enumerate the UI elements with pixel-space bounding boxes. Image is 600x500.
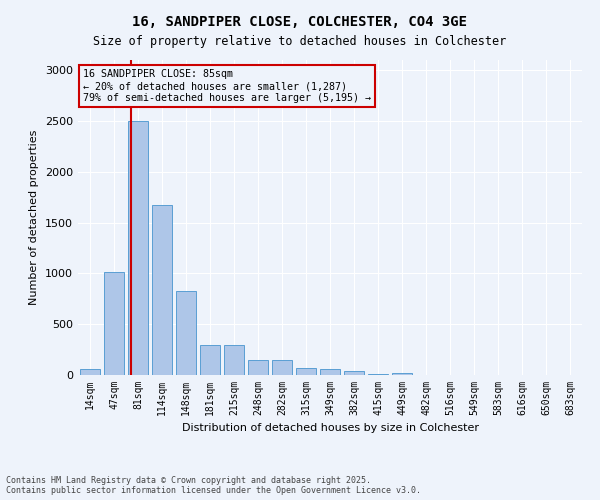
Bar: [296, 368, 316, 375]
Bar: [248, 360, 268, 375]
Bar: [320, 370, 340, 375]
Text: 16, SANDPIPER CLOSE, COLCHESTER, CO4 3GE: 16, SANDPIPER CLOSE, COLCHESTER, CO4 3GE: [133, 15, 467, 29]
Bar: [368, 374, 388, 375]
Text: Contains HM Land Registry data © Crown copyright and database right 2025.
Contai: Contains HM Land Registry data © Crown c…: [6, 476, 421, 495]
Text: Size of property relative to detached houses in Colchester: Size of property relative to detached ho…: [94, 35, 506, 48]
Bar: [104, 272, 124, 375]
Bar: [152, 206, 172, 375]
Bar: [224, 345, 244, 375]
X-axis label: Distribution of detached houses by size in Colchester: Distribution of detached houses by size …: [182, 424, 479, 434]
Bar: [272, 360, 292, 375]
Bar: [200, 345, 220, 375]
Bar: [176, 290, 196, 375]
Bar: [344, 372, 364, 375]
Bar: [392, 374, 412, 375]
Bar: [80, 370, 100, 375]
Y-axis label: Number of detached properties: Number of detached properties: [29, 130, 40, 305]
Bar: [128, 121, 148, 375]
Text: 16 SANDPIPER CLOSE: 85sqm
← 20% of detached houses are smaller (1,287)
79% of se: 16 SANDPIPER CLOSE: 85sqm ← 20% of detac…: [83, 70, 371, 102]
